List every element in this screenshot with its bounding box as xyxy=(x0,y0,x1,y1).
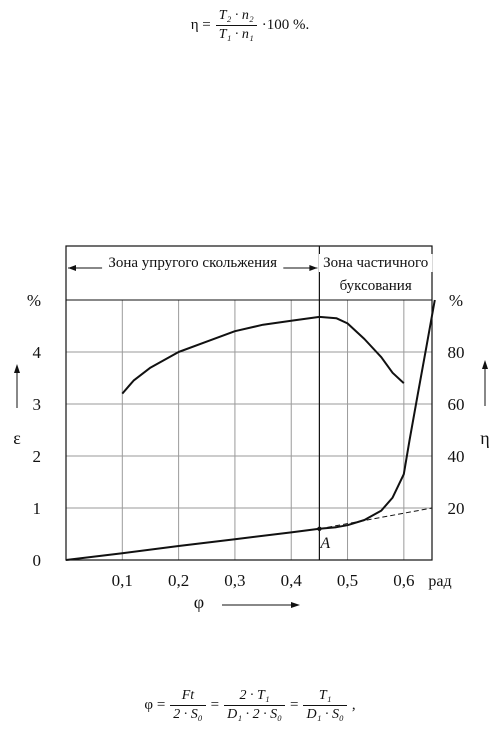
formula-phi-equals-2: = xyxy=(290,697,299,713)
right-tick-label: 20 xyxy=(448,499,465,518)
zone1-label: Зона упругого скольжения xyxy=(108,255,277,271)
formula-phi-numerator-1: Ft xyxy=(170,688,206,706)
formula-phi-denominator-1: 2 · S₀ xyxy=(173,707,203,722)
x-tick-label: 0,2 xyxy=(168,571,189,590)
formula-phi-numerator-3: T₁ xyxy=(303,688,347,706)
formula-phi-numerator-2: 2 · T₁ xyxy=(224,688,285,706)
formula-phi-lhs: φ = xyxy=(144,697,166,713)
left-axis-label: ε xyxy=(13,428,21,448)
slip-efficiency-chart: Зона упругого скольжения Зона частичного б… xyxy=(13,245,490,612)
chart-grid xyxy=(66,300,432,560)
x-axis-arrow-right-icon xyxy=(291,602,300,608)
zone-bar: Зона упругого скольжения Зона частичного б… xyxy=(68,254,433,294)
chart-series: A xyxy=(65,299,436,561)
series-line-0 xyxy=(65,299,436,561)
formula-eta-fraction: T₂ · n₂ T₁ · n₁ xyxy=(215,8,257,43)
x-tick-label: 0,5 xyxy=(337,571,358,590)
point-a-marker xyxy=(317,526,322,531)
formula-eta-numerator: T₂ · n₂ xyxy=(215,8,257,26)
formula-eta-tail: ·100 %. xyxy=(261,17,310,33)
point-a-label: A xyxy=(319,535,330,552)
formula-phi-fraction-1: Ft 2 · S₀ xyxy=(170,688,206,723)
plot-frame xyxy=(65,245,433,561)
x-tick-label: 0,3 xyxy=(224,571,245,590)
left-tick-label: 2 xyxy=(33,447,42,466)
right-tick-label: 40 xyxy=(448,447,465,466)
right-tick-label: 60 xyxy=(448,395,465,414)
x-axis-label: φ xyxy=(194,592,204,612)
left-unit-label: % xyxy=(27,291,41,310)
x-unit-label: рад xyxy=(428,573,451,590)
zone1-arrow-left-icon xyxy=(68,265,76,271)
left-tick-label: 0 xyxy=(33,551,42,570)
slip-angle-formula: φ = Ft 2 · S₀ = 2 · T₁ D₁ · 2 · S₀ = T₁ D₁ · S₀, xyxy=(0,688,500,723)
zone1-arrow-right-icon xyxy=(309,265,318,271)
left-tick-label: 4 xyxy=(33,343,42,362)
zone1-label-bg xyxy=(102,254,284,272)
x-tick-label: 0,6 xyxy=(393,571,414,590)
x-tick-label: 0,4 xyxy=(281,571,303,590)
formula-phi-denominator-2: D₁ · 2 · S₀ xyxy=(227,707,282,722)
formula-phi-tail: , xyxy=(351,697,356,713)
formula-eta-denominator: T₁ · n₁ xyxy=(218,27,254,42)
right-axis-label: η xyxy=(480,428,489,448)
axis-labels: ε η φ xyxy=(13,360,490,612)
tick-labels: 0,1 0,2 0,3 0,4 0,5 0,6 рад 0 1 2 3 4% 20 40 60 80% xyxy=(27,291,465,590)
chart-frame xyxy=(65,245,433,561)
x-tick-label: 0,1 xyxy=(112,571,133,590)
left-tick-label: 1 xyxy=(33,499,42,518)
efficiency-formula: η = T₂ · n₂ T₁ · n₁ ·100 %. xyxy=(0,8,500,43)
formula-phi-equals-1: = xyxy=(210,697,220,713)
right-tick-label: 80 xyxy=(448,343,465,362)
zone2-label-bg xyxy=(318,254,433,272)
series-line-1 xyxy=(319,507,433,530)
right-axis-arrow-up-icon xyxy=(482,360,488,369)
formula-phi-fraction-2: 2 · T₁ D₁ · 2 · S₀ xyxy=(224,688,285,723)
zone2-label-line2: буксования xyxy=(340,278,412,294)
formula-eta-lhs: η = xyxy=(190,17,211,33)
left-tick-label: 3 xyxy=(33,395,42,414)
zone2-label-line1: Зона частичного xyxy=(323,255,428,271)
left-axis-arrow-up-icon xyxy=(14,364,20,373)
formula-phi-fraction-3: T₁ D₁ · S₀ xyxy=(303,688,347,723)
series-line-2 xyxy=(121,315,405,395)
right-unit-label: % xyxy=(449,291,463,310)
formula-phi-denominator-3: D₁ · S₀ xyxy=(306,707,344,722)
